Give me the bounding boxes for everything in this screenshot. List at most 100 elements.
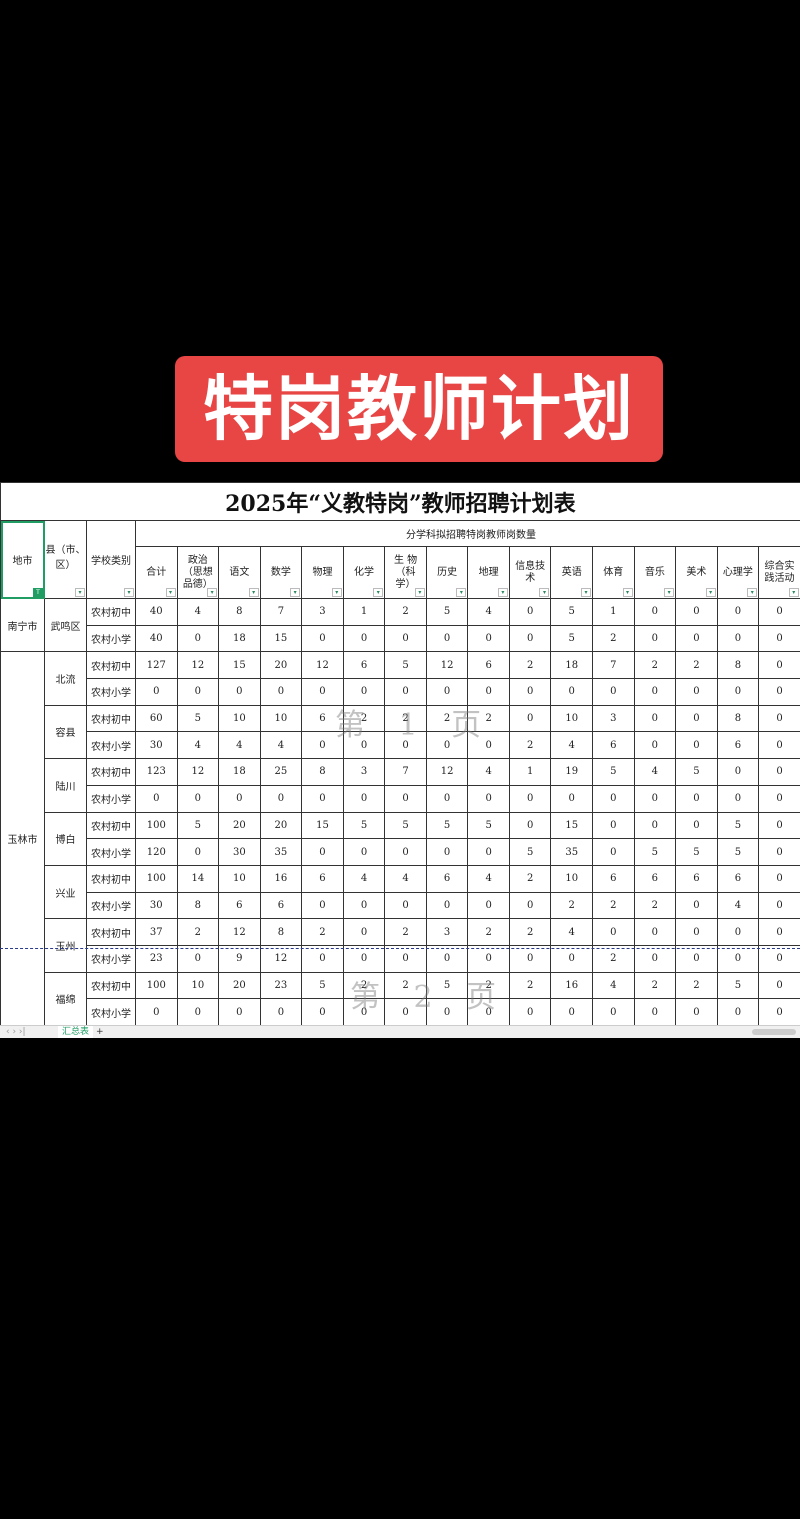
value-cell[interactable]: 0: [758, 784, 800, 813]
value-cell[interactable]: 8: [218, 598, 261, 626]
value-cell[interactable]: 5: [384, 811, 427, 840]
value-cell[interactable]: 2: [176, 918, 220, 946]
value-cell[interactable]: 0: [425, 838, 469, 866]
value-cell[interactable]: 0: [508, 704, 552, 733]
filter-dropdown-icon[interactable]: ▾: [290, 588, 301, 597]
value-cell[interactable]: 0: [758, 864, 800, 893]
filter-dropdown-icon[interactable]: ▾: [539, 588, 550, 597]
value-cell[interactable]: 4: [592, 971, 635, 1000]
value-cell[interactable]: 5: [508, 838, 552, 866]
county-cell[interactable]: 容县: [44, 704, 87, 760]
value-cell[interactable]: 120: [135, 838, 178, 866]
value-cell[interactable]: 15: [259, 624, 303, 653]
value-cell[interactable]: 30: [218, 838, 261, 866]
value-cell[interactable]: 0: [758, 838, 800, 866]
value-cell[interactable]: 0: [675, 918, 718, 946]
value-cell[interactable]: 0: [592, 838, 635, 866]
value-cell[interactable]: 100: [135, 811, 178, 840]
value-cell[interactable]: 0: [633, 731, 677, 760]
value-cell[interactable]: 0: [758, 944, 800, 973]
value-cell[interactable]: 0: [259, 678, 303, 706]
school-type-cell[interactable]: 农村小学: [86, 891, 136, 920]
value-cell[interactable]: 0: [758, 598, 800, 626]
value-cell[interactable]: 5: [716, 838, 760, 866]
value-cell[interactable]: 5: [425, 598, 469, 626]
value-cell[interactable]: 0: [384, 624, 427, 653]
value-cell[interactable]: 0: [135, 784, 178, 813]
value-cell[interactable]: 0: [716, 998, 760, 1026]
value-cell[interactable]: 0: [425, 891, 469, 920]
value-cell[interactable]: 2: [508, 651, 552, 680]
value-cell[interactable]: 30: [135, 891, 178, 920]
value-cell[interactable]: 14: [176, 864, 220, 893]
school-type-cell[interactable]: 农村小学: [86, 784, 136, 813]
value-cell[interactable]: 2: [508, 918, 552, 946]
value-cell[interactable]: 0: [135, 998, 178, 1026]
value-cell[interactable]: 0: [301, 731, 344, 760]
value-cell[interactable]: 2: [508, 864, 552, 893]
value-cell[interactable]: 3: [592, 704, 635, 733]
sheet-nav-arrows[interactable]: ‹ › ›|: [6, 1027, 26, 1037]
filter-dropdown-icon[interactable]: ▾: [622, 588, 633, 597]
filter-dropdown-icon[interactable]: ▾: [124, 588, 134, 597]
value-cell[interactable]: 0: [716, 624, 760, 653]
value-cell[interactable]: 5: [675, 838, 718, 866]
value-cell[interactable]: 0: [758, 971, 800, 1000]
header-city[interactable]: 地市 T: [0, 520, 45, 599]
value-cell[interactable]: 0: [508, 998, 552, 1026]
filter-dropdown-icon[interactable]: ▾: [248, 588, 259, 597]
value-cell[interactable]: 0: [342, 918, 386, 946]
value-cell[interactable]: 0: [675, 944, 718, 973]
value-cell[interactable]: 0: [592, 998, 635, 1026]
value-cell[interactable]: 0: [425, 998, 469, 1026]
value-cell[interactable]: 0: [675, 811, 718, 840]
header-county[interactable]: 县（市、区） ▾: [44, 520, 87, 599]
value-cell[interactable]: 0: [758, 811, 800, 840]
value-cell[interactable]: 2: [342, 704, 386, 733]
value-cell[interactable]: 5: [633, 838, 677, 866]
value-cell[interactable]: 0: [301, 678, 344, 706]
filter-dropdown-icon[interactable]: ▾: [581, 588, 592, 597]
value-cell[interactable]: 0: [675, 998, 718, 1026]
value-cell[interactable]: 4: [176, 731, 220, 760]
city-cell[interactable]: 南宁市: [0, 597, 45, 653]
value-cell[interactable]: 0: [467, 784, 510, 813]
filter-dropdown-icon[interactable]: ▾: [788, 588, 799, 597]
header-subject[interactable]: 物理 ▾: [301, 546, 344, 599]
value-cell[interactable]: 1: [342, 598, 386, 626]
value-cell[interactable]: 18: [218, 624, 261, 653]
value-cell[interactable]: 3: [301, 598, 344, 626]
value-cell[interactable]: 0: [550, 678, 594, 706]
value-cell[interactable]: 0: [384, 731, 427, 760]
value-cell[interactable]: 100: [135, 971, 178, 1000]
value-cell[interactable]: 0: [592, 678, 635, 706]
value-cell[interactable]: 2: [633, 971, 677, 1000]
filter-active-icon[interactable]: T: [33, 588, 43, 597]
value-cell[interactable]: 20: [218, 971, 261, 1000]
value-cell[interactable]: 18: [218, 758, 261, 786]
value-cell[interactable]: 2: [384, 598, 427, 626]
value-cell[interactable]: 0: [342, 891, 386, 920]
value-cell[interactable]: 15: [218, 651, 261, 680]
value-cell[interactable]: 40: [135, 598, 178, 626]
value-cell[interactable]: 6: [716, 864, 760, 893]
value-cell[interactable]: 2: [301, 918, 344, 946]
value-cell[interactable]: 9: [218, 944, 261, 973]
value-cell[interactable]: 0: [675, 704, 718, 733]
header-subject[interactable]: 数学 ▾: [259, 546, 303, 599]
value-cell[interactable]: 0: [467, 624, 510, 653]
filter-dropdown-icon[interactable]: ▾: [75, 588, 85, 597]
value-cell[interactable]: 7: [384, 758, 427, 786]
county-cell[interactable]: 博白: [44, 811, 87, 866]
value-cell[interactable]: 3: [342, 758, 386, 786]
value-cell[interactable]: 0: [758, 651, 800, 680]
value-cell[interactable]: 0: [425, 624, 469, 653]
value-cell[interactable]: 0: [384, 838, 427, 866]
school-type-cell[interactable]: 农村小学: [86, 678, 136, 706]
value-cell[interactable]: 30: [135, 731, 178, 760]
value-cell[interactable]: 10: [259, 704, 303, 733]
value-cell[interactable]: 2: [467, 704, 510, 733]
header-subject[interactable]: 音乐 ▾: [633, 546, 677, 599]
value-cell[interactable]: 0: [633, 918, 677, 946]
value-cell[interactable]: 0: [758, 731, 800, 760]
